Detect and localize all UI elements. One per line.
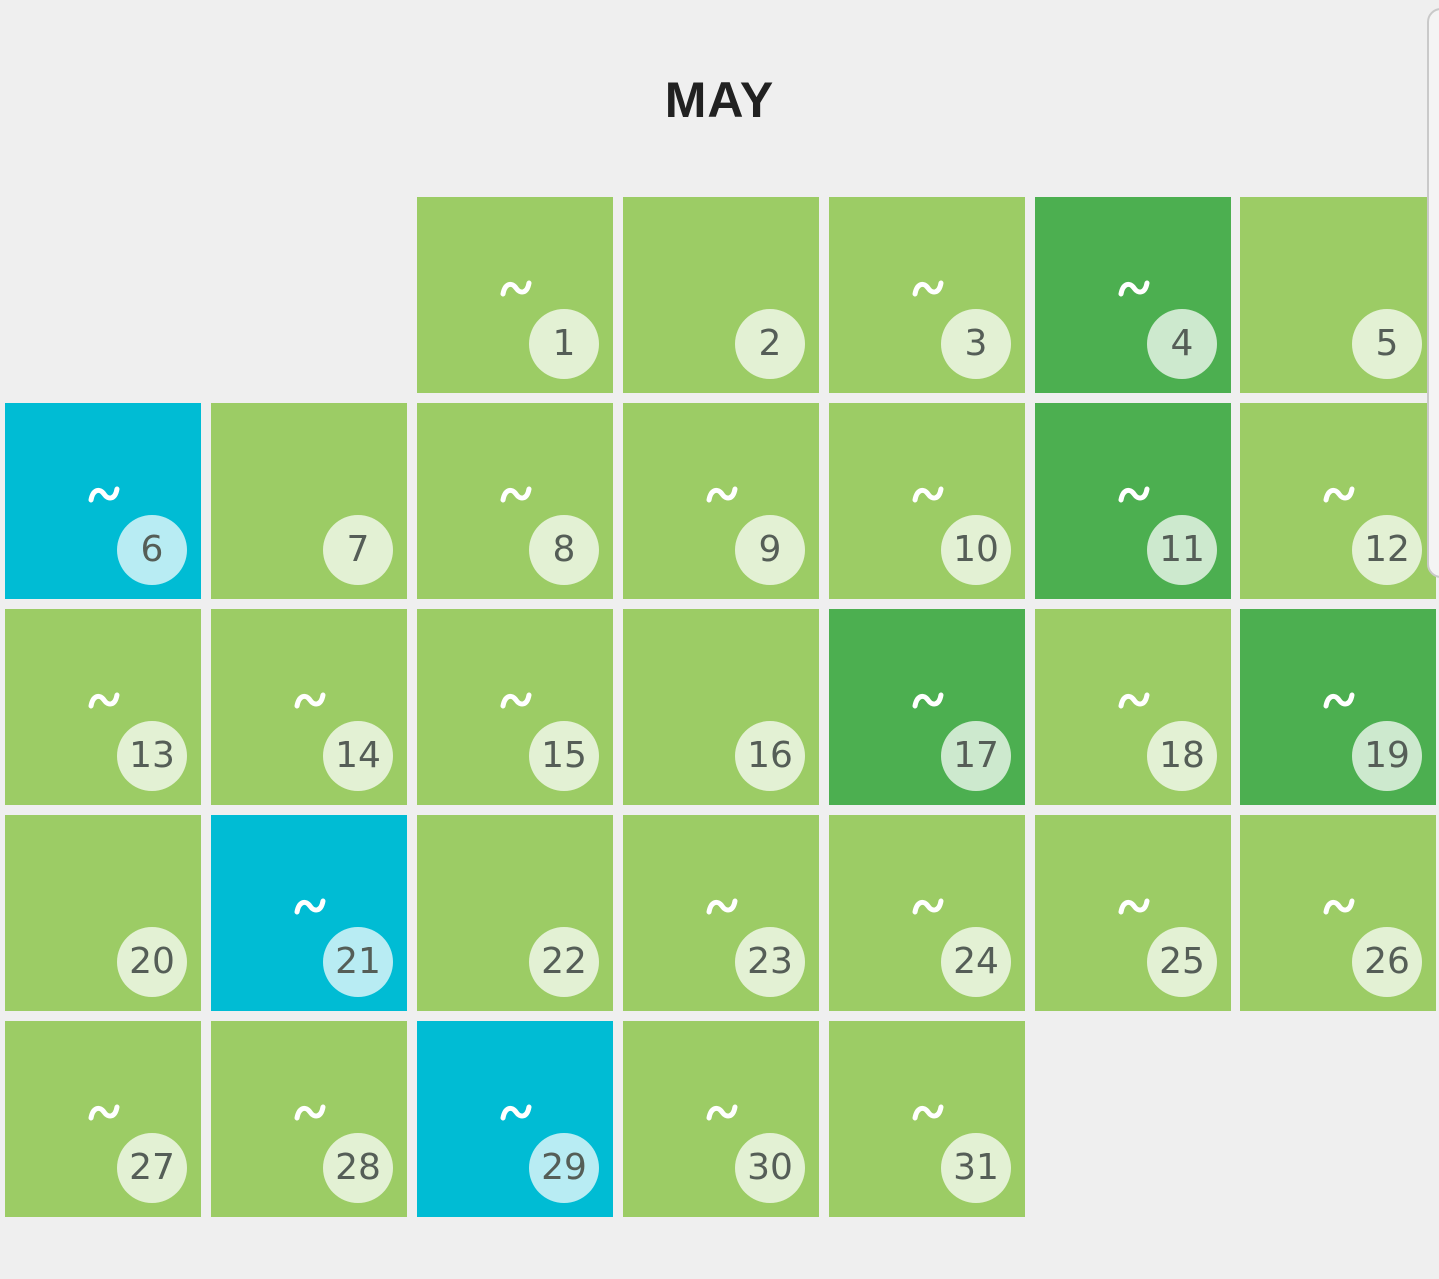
day-number: 26 [1352,927,1422,997]
tilde-icon [1117,689,1151,713]
tilde-icon [1117,483,1151,507]
day-cell-29[interactable]: 29 [417,1021,613,1217]
tilde-icon [499,483,533,507]
day-cell-22[interactable]: 22 [417,815,613,1011]
tilde-icon [911,689,945,713]
day-number: 17 [941,721,1011,791]
day-number: 27 [117,1133,187,1203]
day-number: 9 [735,515,805,585]
day-cell-12[interactable]: 12 [1240,403,1436,599]
day-cell-9[interactable]: 9 [623,403,819,599]
day-number: 4 [1147,309,1217,379]
day-number: 14 [323,721,393,791]
tilde-icon [293,895,327,919]
day-number: 1 [529,309,599,379]
tilde-icon [705,483,739,507]
day-cell-11[interactable]: 11 [1035,403,1231,599]
tilde-icon [87,689,121,713]
day-cell-5[interactable]: 5 [1240,197,1436,393]
tilde-icon [911,1101,945,1125]
tilde-icon [705,1101,739,1125]
day-cell-21[interactable]: 21 [211,815,407,1011]
day-number: 25 [1147,927,1217,997]
day-cell-3[interactable]: 3 [829,197,1025,393]
tilde-icon [1322,895,1356,919]
day-number: 15 [529,721,599,791]
day-number: 21 [323,927,393,997]
day-cell-15[interactable]: 15 [417,609,613,805]
day-number: 3 [941,309,1011,379]
day-number: 30 [735,1133,805,1203]
day-cell-8[interactable]: 8 [417,403,613,599]
day-number: 24 [941,927,1011,997]
day-number: 23 [735,927,805,997]
day-number: 11 [1147,515,1217,585]
tilde-icon [1117,277,1151,301]
tilde-icon [705,895,739,919]
tilde-icon [293,689,327,713]
day-cell-10[interactable]: 10 [829,403,1025,599]
day-number: 5 [1352,309,1422,379]
day-cell-31[interactable]: 31 [829,1021,1025,1217]
tilde-icon [911,277,945,301]
day-cell-2[interactable]: 2 [623,197,819,393]
day-cell-20[interactable]: 20 [5,815,201,1011]
day-cell-1[interactable]: 1 [417,197,613,393]
day-cell-23[interactable]: 23 [623,815,819,1011]
day-cell-7[interactable]: 7 [211,403,407,599]
tilde-icon [1322,483,1356,507]
day-cell-25[interactable]: 25 [1035,815,1231,1011]
day-cell-17[interactable]: 17 [829,609,1025,805]
day-cell-27[interactable]: 27 [5,1021,201,1217]
day-number: 20 [117,927,187,997]
tilde-icon [499,277,533,301]
tilde-icon [1117,895,1151,919]
tilde-icon [499,689,533,713]
tilde-icon [911,483,945,507]
day-number: 2 [735,309,805,379]
day-number: 10 [941,515,1011,585]
day-cell-19[interactable]: 19 [1240,609,1436,805]
day-number: 6 [117,515,187,585]
day-cell-26[interactable]: 26 [1240,815,1436,1011]
tilde-icon [87,1101,121,1125]
day-number: 31 [941,1133,1011,1203]
day-number: 12 [1352,515,1422,585]
day-cell-28[interactable]: 28 [211,1021,407,1217]
day-cell-30[interactable]: 30 [623,1021,819,1217]
scroll-indicator[interactable] [1427,8,1439,578]
day-number: 7 [323,515,393,585]
day-number: 29 [529,1133,599,1203]
month-title: MAY [664,72,775,128]
day-number: 28 [323,1133,393,1203]
day-number: 19 [1352,721,1422,791]
day-cell-4[interactable]: 4 [1035,197,1231,393]
day-number: 8 [529,515,599,585]
day-cell-13[interactable]: 13 [5,609,201,805]
day-number: 13 [117,721,187,791]
day-cell-18[interactable]: 18 [1035,609,1231,805]
day-cell-24[interactable]: 24 [829,815,1025,1011]
day-cell-16[interactable]: 16 [623,609,819,805]
tilde-icon [87,483,121,507]
day-number: 18 [1147,721,1217,791]
tilde-icon [911,895,945,919]
tilde-icon [293,1101,327,1125]
tilde-icon [1322,689,1356,713]
day-cell-14[interactable]: 14 [211,609,407,805]
day-number: 16 [735,721,805,791]
day-cell-6[interactable]: 6 [5,403,201,599]
day-number: 22 [529,927,599,997]
tilde-icon [499,1101,533,1125]
